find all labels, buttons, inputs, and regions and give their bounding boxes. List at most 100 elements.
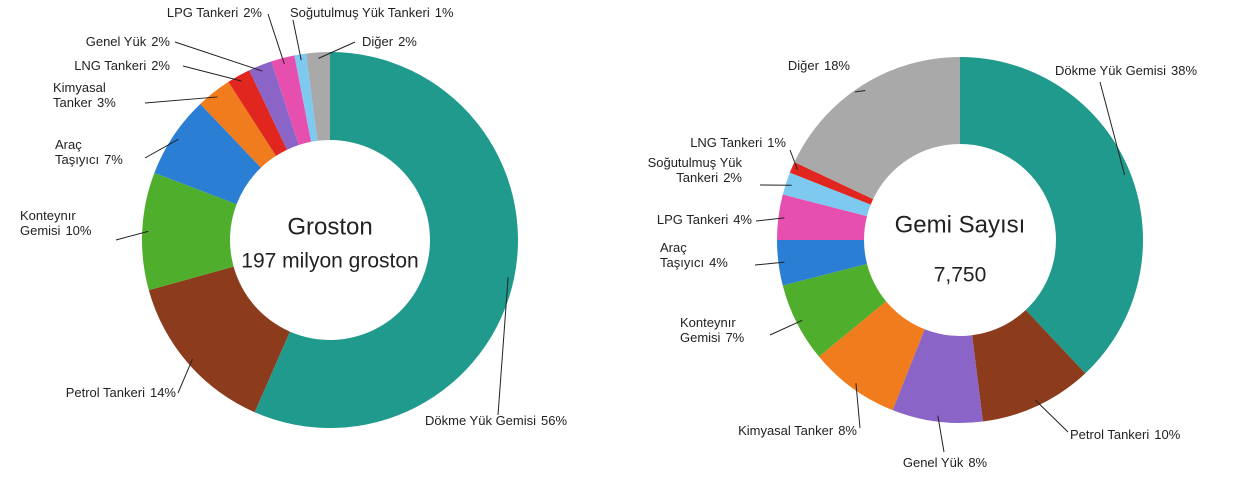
segment-name: Genel Yük: [85, 34, 147, 49]
segment-name: Diğer: [787, 58, 819, 73]
donut-segment: [818, 301, 925, 411]
donut-segment: [782, 172, 871, 217]
donut-segment: [777, 240, 868, 286]
leader-line: [174, 41, 263, 72]
segment-name: Araç Taşıyıcı: [660, 240, 705, 270]
segment-value: 2%: [723, 170, 742, 185]
center-title: Groston: [287, 213, 372, 240]
segment-value: 3%: [97, 95, 116, 110]
donut-segment: [228, 70, 288, 156]
segment-name: Konteynır Gemisi: [20, 208, 76, 238]
segment-name: LNG Tankeri: [690, 135, 763, 150]
donut-segment: [892, 329, 983, 423]
segment-name: LPG Tankeri: [656, 212, 729, 227]
donut-segment: [200, 81, 276, 168]
donut-segment: [148, 266, 290, 413]
segment-label: Kimyasal Tanker 3%: [53, 80, 131, 110]
segment-label: Dökme Yük Gemisi 56%: [425, 413, 625, 428]
segment-value: 10%: [1154, 427, 1181, 442]
segment-label: Dökme Yük Gemisi 38%: [1055, 63, 1255, 78]
donut-segment: [294, 53, 318, 142]
segment-value: 2%: [243, 5, 262, 20]
segment-label: Araç Taşıyıcı 4%: [660, 240, 736, 270]
donut-segment: [960, 57, 1143, 374]
segment-label: LPG Tankeri 4%: [580, 212, 752, 227]
segment-name: Petrol Tankeri: [1070, 427, 1150, 442]
segment-label: Genel Yük 8%: [860, 455, 1030, 470]
segment-value: 7%: [725, 330, 745, 345]
segment-name: LNG Tankeri: [74, 58, 147, 73]
segment-value: 2%: [151, 58, 170, 73]
segment-name: Diğer: [362, 34, 394, 49]
donut-segment: [794, 57, 960, 200]
segment-value: 7%: [104, 152, 123, 167]
segment-value: 4%: [733, 212, 752, 227]
donut-segment: [249, 61, 299, 150]
segment-label: Diğer 2%: [362, 34, 482, 49]
donut-segment: [972, 309, 1086, 422]
segment-name: Konteynır Gemisi: [680, 315, 736, 345]
segment-value: 8%: [968, 455, 988, 470]
leader-line: [144, 96, 218, 104]
leader-line: [177, 358, 193, 394]
segment-label: LNG Tankeri 1%: [600, 135, 786, 150]
leader-line: [318, 41, 356, 59]
segment-label: Kimyasal Tanker 8%: [660, 423, 857, 438]
leader-line: [937, 415, 945, 453]
segment-name: Dökme Yük Gemisi: [1055, 63, 1167, 78]
segment-value: 2%: [151, 34, 170, 49]
segment-value: 14%: [149, 385, 176, 400]
leader-line: [854, 90, 866, 93]
donut-segment: [254, 52, 518, 429]
center-text: 7,750: [934, 264, 987, 287]
segment-value: 18%: [823, 58, 850, 73]
segment-value: 1%: [767, 135, 786, 150]
leader-line: [267, 13, 285, 64]
donut-segment: [271, 55, 312, 145]
segment-name: LPG Tankeri: [166, 5, 239, 20]
segment-label: Soğutulmuş Yük Tankeri 1%: [290, 5, 530, 20]
segment-value: 10%: [65, 223, 92, 238]
leader-line: [182, 65, 242, 82]
segment-label: Araç Taşıyıcı 7%: [55, 137, 131, 167]
segment-name: Araç Taşıyıcı: [55, 137, 100, 167]
segment-name: Kimyasal Tanker: [53, 80, 106, 110]
segment-label: Konteynır Gemisi 7%: [680, 315, 764, 345]
donut-segment: [306, 52, 330, 141]
segment-value: 38%: [1171, 63, 1198, 78]
segment-name: Dökme Yük Gemisi: [425, 413, 537, 428]
segment-value: 1%: [434, 5, 454, 20]
leader-line: [292, 19, 302, 61]
leader-line: [497, 277, 509, 416]
segment-label: LNG Tankeri 2%: [0, 58, 170, 73]
leader-line: [755, 217, 785, 222]
segment-label: Diğer 18%: [700, 58, 850, 73]
leader-line: [789, 149, 799, 170]
leader-line: [1035, 399, 1069, 433]
segment-value: 56%: [541, 413, 568, 428]
donut-segment: [777, 194, 868, 240]
leader-line: [144, 138, 179, 159]
leader-line: [769, 319, 803, 336]
segment-label: Petrol Tankeri 14%: [0, 385, 176, 400]
segment-name: Soğutulmuş Yük Tankeri: [290, 5, 430, 20]
segment-label: LPG Tankeri 2%: [70, 5, 262, 20]
segment-label: Petrol Tankeri 10%: [1070, 427, 1250, 442]
segment-value: 2%: [398, 34, 417, 49]
leader-line: [754, 261, 785, 266]
leader-line: [115, 230, 149, 241]
segment-label: Genel Yük 2%: [0, 34, 170, 49]
segment-label: Konteynır Gemisi 10%: [20, 208, 112, 238]
center-text: 197 milyon groston: [241, 250, 418, 273]
segment-label: Soğutulmuş Yük Tankeri 2%: [612, 155, 742, 185]
donut-segment: [154, 103, 261, 205]
leader-line: [855, 383, 861, 429]
donut-segment: [789, 162, 874, 205]
segment-value: 8%: [838, 423, 857, 438]
segment-name: Genel Yük: [902, 455, 964, 470]
center-title: Gemi Sayısı: [895, 211, 1026, 238]
leader-line: [1099, 81, 1126, 175]
segment-name: Petrol Tankeri: [65, 385, 145, 400]
